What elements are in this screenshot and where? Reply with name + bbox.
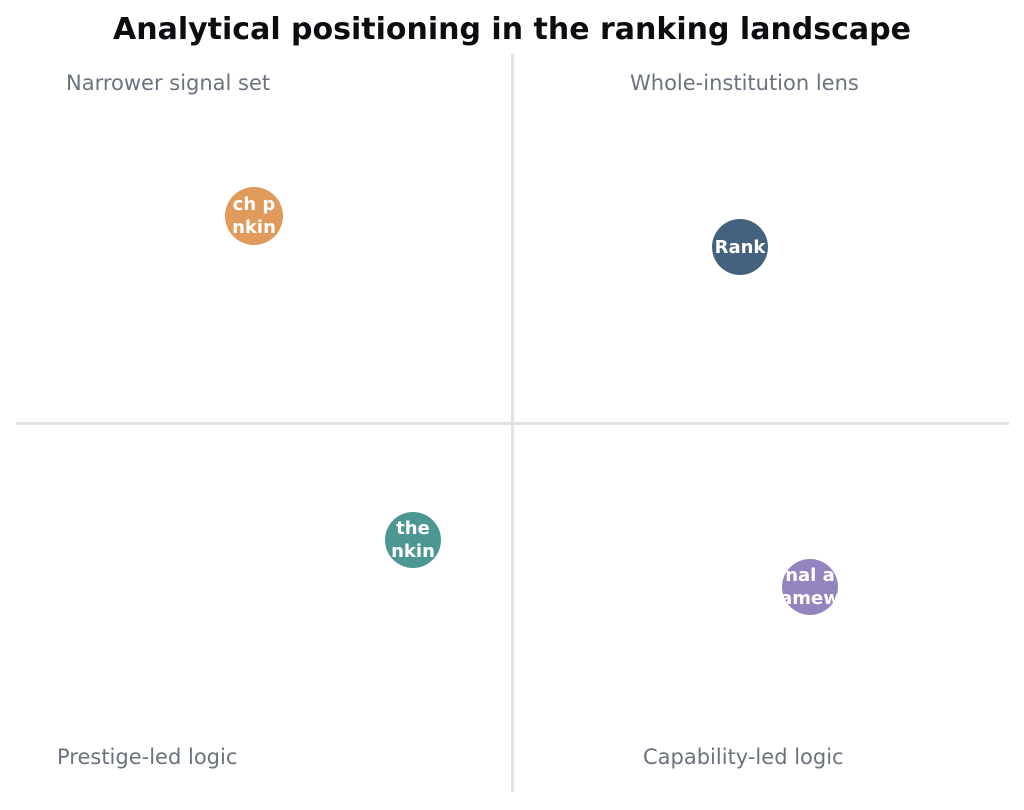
teal-point: the nkin [385,512,441,568]
blue-point-label-line: Rank [714,236,766,258]
purple-point: nal a amew [782,559,838,615]
teal-point-label-line: nkin [391,541,435,562]
quadrant-label-bottom-right: Capability-led logic [643,745,844,769]
quadrant-label-top-right: Whole-institution lens [630,71,859,95]
quadrant-label-bottom-left: Prestige-led logic [57,745,238,769]
quadrant-label-top-left: Narrower signal set [66,71,271,95]
orange-point-label-line: nkin [232,217,276,238]
blue-point: Rank [712,219,768,275]
chart-title: Analytical positioning in the ranking la… [113,12,911,47]
orange-point-label-line: ch p [232,194,276,215]
purple-point-label-line: nal a [785,565,835,586]
purple-point-label-line: amew [782,588,838,609]
orange-point: ch p nkin [225,187,283,245]
teal-point-label-line: the [396,518,430,539]
horizontal-divider-line [16,422,1009,425]
